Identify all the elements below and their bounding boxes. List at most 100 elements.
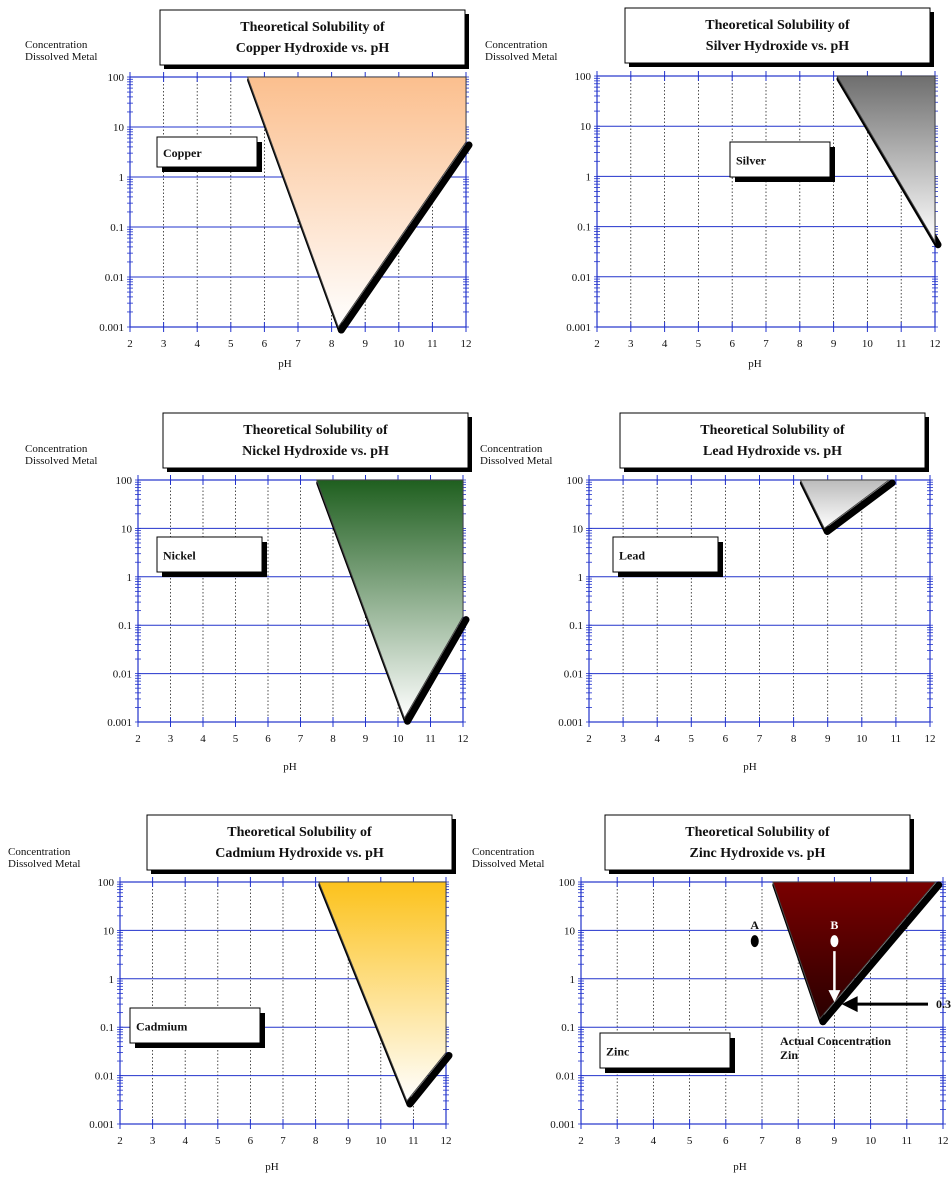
metal-label-box <box>599 1032 731 1069</box>
x-tick-label: 2 <box>127 338 133 350</box>
y-tick-label: 0.001 <box>89 1119 114 1131</box>
x-tick-label: 12 <box>461 338 472 350</box>
x-tick-label: 4 <box>651 1135 657 1147</box>
chart-panel-silver: Theoretical Solubility of Silver Hydroxid… <box>485 7 942 370</box>
x-tick-label: 11 <box>425 733 436 745</box>
solubility-edge-shadow <box>823 479 896 535</box>
metal-label: Copper <box>163 146 202 160</box>
y-axis-label-2: Dissolved Metal <box>480 455 552 467</box>
y-axis-label: Concentration <box>485 39 548 51</box>
y-tick-label: 100 <box>108 72 125 84</box>
x-axis-label: pH <box>265 1161 279 1173</box>
title-box <box>604 814 911 871</box>
x-tick-label: 10 <box>856 733 868 745</box>
metal-label: Nickel <box>163 549 196 563</box>
x-tick-label: 5 <box>215 1135 221 1147</box>
y-tick-label: 0.01 <box>564 669 583 681</box>
y-axis-label: Concentration <box>25 443 88 455</box>
annotation-text-2: Zin <box>780 1048 798 1062</box>
x-tick-label: 5 <box>687 1135 693 1147</box>
arrow-left-head <box>841 996 858 1013</box>
chart-subtitle: Zinc Hydroxide vs. pH <box>690 846 826 861</box>
chart-title: Theoretical Solubility of <box>240 20 385 35</box>
x-tick-label: 9 <box>362 338 368 350</box>
x-tick-label: 6 <box>723 1135 729 1147</box>
x-tick-label: 11 <box>902 1135 913 1147</box>
y-tick-label: 0.01 <box>572 272 591 284</box>
y-tick-label: 1 <box>570 974 576 986</box>
y-tick-label: 10 <box>113 122 125 134</box>
y-tick-label: 0.001 <box>550 1119 575 1131</box>
x-tick-label: 12 <box>925 733 936 745</box>
x-tick-label: 5 <box>233 733 239 745</box>
title-box <box>619 412 926 469</box>
metal-label-box <box>612 536 719 573</box>
y-tick-label: 0.01 <box>556 1071 575 1083</box>
x-tick-label: 4 <box>194 338 200 350</box>
x-tick-label: 10 <box>375 1135 387 1147</box>
y-tick-label: 100 <box>575 71 592 83</box>
solubility-region <box>318 881 447 1102</box>
y-tick-label: 0.1 <box>100 1022 114 1034</box>
x-tick-label: 12 <box>938 1135 949 1147</box>
chart-subtitle: Nickel Hydroxide vs. pH <box>242 444 389 459</box>
x-tick-label: 3 <box>620 733 626 745</box>
y-axis-label-2: Dissolved Metal <box>485 51 557 63</box>
x-tick-label: 9 <box>825 733 831 745</box>
x-axis-label: pH <box>748 358 762 370</box>
x-tick-label: 12 <box>458 733 469 745</box>
x-tick-label: 5 <box>696 338 702 350</box>
x-tick-label: 11 <box>896 338 907 350</box>
y-tick-label: 1 <box>127 572 133 584</box>
y-tick-label: 10 <box>580 121 592 133</box>
title-box <box>146 814 453 871</box>
x-tick-label: 2 <box>135 733 141 745</box>
y-tick-label: 0.001 <box>99 322 124 334</box>
y-tick-label: 0.001 <box>558 717 583 729</box>
x-tick-label: 7 <box>759 1135 765 1147</box>
chart-panel-zinc: Theoretical Solubility of Zinc Hydroxide … <box>472 814 951 1173</box>
y-tick-label: 10 <box>572 523 584 535</box>
title-box <box>159 9 466 66</box>
solubility-region <box>772 881 937 1020</box>
arrow-down-head <box>828 990 841 1003</box>
x-tick-label: 11 <box>891 733 902 745</box>
y-tick-label: 0.1 <box>577 222 591 234</box>
y-tick-label: 10 <box>564 925 576 937</box>
x-tick-label: 2 <box>578 1135 584 1147</box>
y-axis-label: Concentration <box>25 39 88 51</box>
x-tick-label: 11 <box>408 1135 419 1147</box>
x-tick-label: 3 <box>628 338 634 350</box>
x-tick-label: 6 <box>262 338 268 350</box>
x-tick-label: 8 <box>795 1135 801 1147</box>
title-box <box>162 412 469 469</box>
chart-panel-cadmium: Theoretical Solubility of Cadmium Hydroxi… <box>8 814 456 1173</box>
solubility-region <box>836 75 936 244</box>
x-tick-label: 11 <box>427 338 438 350</box>
x-tick-label: 7 <box>757 733 763 745</box>
y-tick-label: 1 <box>109 974 115 986</box>
x-tick-label: 7 <box>295 338 301 350</box>
x-tick-label: 10 <box>393 733 405 745</box>
x-tick-label: 6 <box>723 733 729 745</box>
chart-subtitle: Lead Hydroxide vs. pH <box>703 444 842 459</box>
y-axis-label-2: Dissolved Metal <box>8 858 80 870</box>
y-tick-label: 10 <box>103 925 115 937</box>
data-point-b <box>830 935 839 948</box>
x-tick-label: 9 <box>345 1135 351 1147</box>
x-tick-label: 9 <box>363 733 369 745</box>
solubility-region <box>799 479 891 530</box>
y-axis-label-2: Dissolved Metal <box>25 51 97 63</box>
title-box <box>624 7 931 64</box>
arrow-value-label: 0.3 <box>936 997 951 1011</box>
x-tick-label: 5 <box>228 338 234 350</box>
x-tick-label: 2 <box>586 733 592 745</box>
x-tick-label: 4 <box>182 1135 188 1147</box>
x-tick-label: 12 <box>441 1135 452 1147</box>
y-tick-label: 0.1 <box>569 620 583 632</box>
data-point-label: B <box>830 918 838 932</box>
x-tick-label: 10 <box>393 338 405 350</box>
y-axis-label: Concentration <box>472 846 535 858</box>
x-tick-label: 2 <box>594 338 600 350</box>
